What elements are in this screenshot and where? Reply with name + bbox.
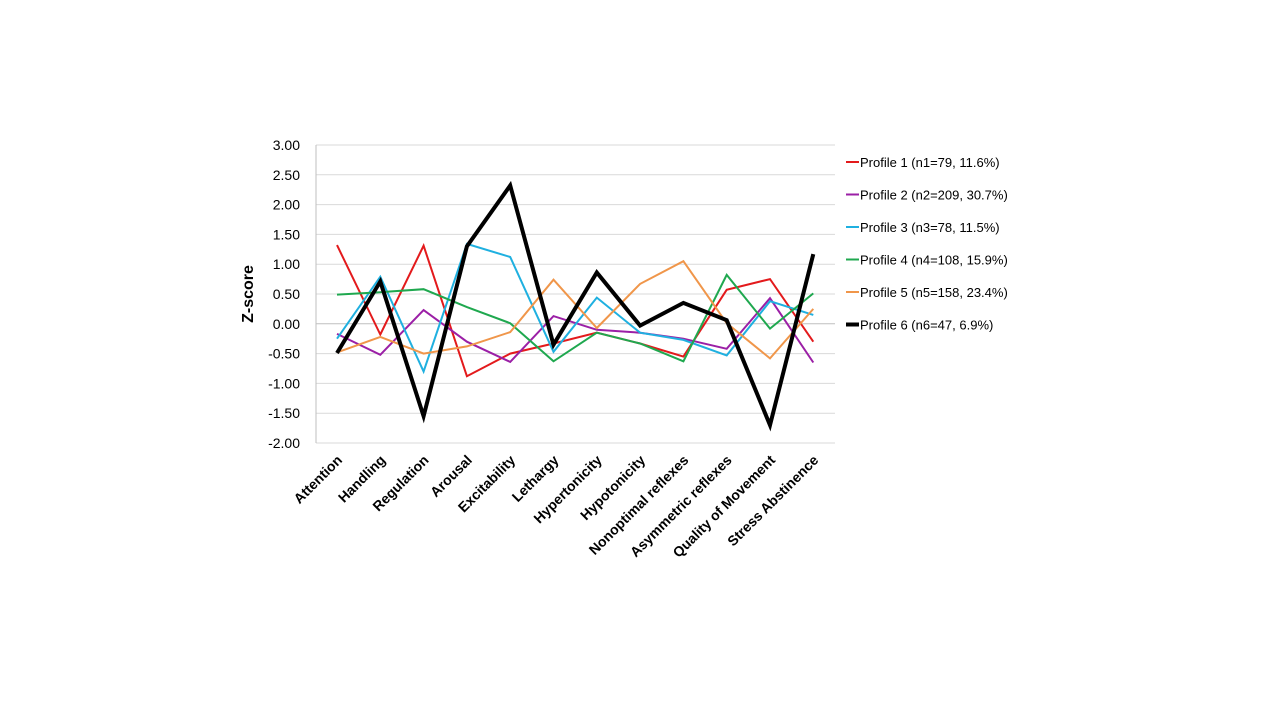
legend-label: Profile 4 (n4=108, 15.9%) (860, 253, 1008, 268)
series-line-profile-5 (336, 259, 815, 360)
legend-label: Profile 1 (n1=79, 11.6%) (860, 155, 1000, 170)
y-tick-label: 0.50 (273, 286, 300, 302)
series-line-profile-6 (335, 180, 816, 432)
y-tick-label: 0.00 (273, 316, 300, 332)
x-tick-label: Attention (290, 452, 345, 507)
x-tick-labels: AttentionHandlingRegulationArousalExcita… (290, 452, 821, 561)
series-line-profile-3 (336, 242, 814, 375)
legend-label: Profile 5 (n5=158, 23.4%) (860, 285, 1008, 300)
y-tick-label: -0.50 (268, 346, 300, 362)
y-tick-label: 2.00 (273, 197, 300, 213)
y-tick-label: -2.00 (268, 435, 300, 451)
legend: Profile 1 (n1=79, 11.6%) Profile 2 (n2=20… (846, 155, 1008, 333)
legend-label: Profile 3 (n3=78, 11.5%) (860, 220, 1000, 235)
y-tick-label: -1.00 (268, 375, 300, 391)
legend-label: Profile 6 (n6=47, 6.9%) (860, 318, 993, 333)
series-line-profile-1 (336, 243, 815, 378)
series-line-profile-4 (336, 273, 814, 363)
y-tick-label: 1.50 (273, 226, 300, 242)
legend-label: Profile 2 (n2=209, 30.7%) (860, 188, 1008, 203)
y-tick-labels: 3.00 2.50 2.00 1.50 1.00 0.50 0.00 -0.50 -1.00 -1… (268, 137, 300, 451)
y-tick-label: 1.00 (273, 256, 300, 272)
y-tick-label: 3.00 (273, 137, 300, 153)
y-tick-label: -1.50 (268, 405, 300, 421)
series-lines (335, 180, 816, 432)
y-tick-label: 2.50 (273, 167, 300, 183)
y-axis-label: Z-score (240, 265, 257, 323)
